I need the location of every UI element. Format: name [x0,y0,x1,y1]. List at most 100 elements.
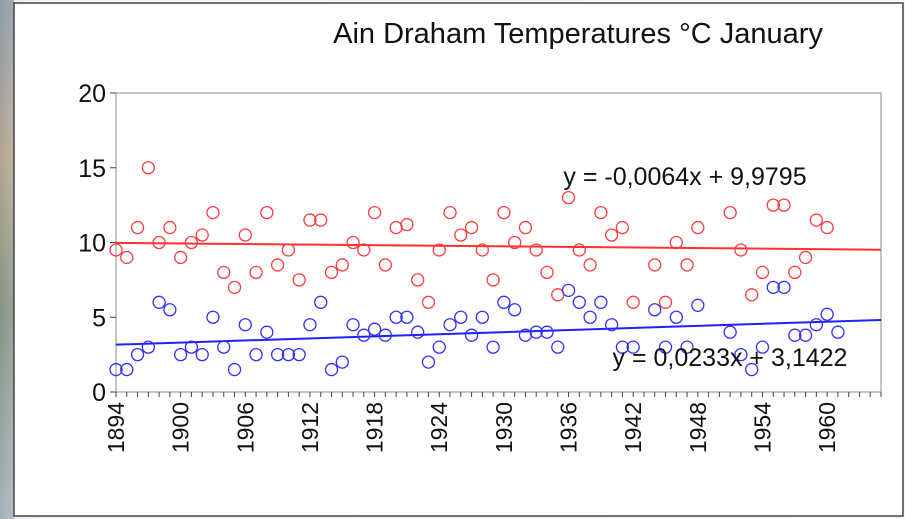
data-point-series-0 [777,198,791,212]
data-point-series-0 [572,243,586,257]
data-point-series-0 [141,161,155,175]
data-point-series-1 [432,340,446,354]
data-point-series-0 [583,258,597,272]
data-point-series-1 [777,280,791,295]
x-tick-label: 1954 [749,402,775,453]
data-point-series-0 [217,265,231,280]
y-tick-label: 15 [78,155,106,183]
data-point-series-1 [367,322,382,336]
data-point-series-1 [648,303,662,317]
x-tick-label: 1894 [103,402,129,453]
data-point-series-1 [217,340,231,354]
x-tick-label: 1912 [297,402,323,453]
x-tick-label: 1936 [556,402,582,453]
data-point-series-1 [508,303,522,317]
data-point-series-1 [798,328,813,342]
data-point-series-0 [292,273,306,287]
data-point-series-0 [691,220,705,235]
data-point-series-1 [314,295,328,309]
data-point-series-1 [389,310,403,324]
data-point-series-1 [583,310,597,324]
x-tick-label: 1948 [685,402,711,453]
data-point-series-0 [626,295,640,309]
data-point-series-0 [475,243,489,257]
data-point-series-0 [486,273,500,287]
y-axis: 0 5 10 15 20 [78,80,116,407]
trendline-0 [115,241,882,251]
data-point-series-0 [540,265,554,280]
data-point-series-1 [324,362,339,377]
data-point-series-1 [669,310,683,324]
data-point-series-0 [464,220,479,235]
data-point-series-1 [809,318,824,332]
data-point-series-0 [788,265,802,280]
data-point-series-1 [292,347,306,362]
data-point-series-1 [163,303,177,317]
data-point-series-0 [400,217,414,232]
data-point-series-1 [755,340,770,354]
data-point-series-1 [206,310,220,324]
data-point-series-1 [411,325,425,339]
data-point-series-0 [378,258,393,272]
trendline-1 [115,318,882,346]
data-point-series-0 [281,243,296,257]
data-point-series-0 [669,235,683,250]
data-point-series-1 [421,355,436,369]
data-point-series-1 [270,347,285,362]
data-point-series-0 [745,288,759,302]
data-point-series-1 [195,347,209,362]
data-point-series-0 [270,258,285,272]
data-point-series-0 [723,205,737,220]
data-point-series-0 [184,235,199,250]
data-point-series-0 [809,213,824,227]
x-tick-label: 1906 [232,402,258,453]
data-point-series-0 [227,280,242,295]
data-point-series-1 [475,310,489,324]
data-point-series-0 [529,243,543,257]
data-point-series-0 [120,250,134,265]
data-point-series-1 [238,318,252,332]
data-point-series-1 [130,347,145,362]
background-photo-strip [0,0,14,519]
data-point-series-1 [281,347,296,362]
data-point-series-1 [227,362,242,377]
data-point-series-0 [130,220,145,235]
data-point-series-0 [766,198,780,212]
data-point-series-1 [454,310,468,324]
data-point-series-0 [195,228,209,242]
data-point-series-1 [497,295,511,309]
data-point-series-1 [357,328,371,342]
y-tick-label: 20 [78,80,106,108]
data-point-series-1 [831,325,845,339]
data-point-series-0 [324,265,339,280]
data-point-series-1 [540,325,554,339]
data-point-series-1 [141,340,155,354]
data-point-series-1 [604,318,619,332]
data-point-series-0 [454,228,468,242]
data-point-series-0 [260,205,274,220]
data-point-series-0 [206,205,220,220]
y-tick-label: 10 [78,230,106,258]
data-point-series-1 [551,340,565,354]
data-point-series-0 [314,213,328,227]
data-point-series-1 [658,340,673,354]
data-point-series-1 [572,295,586,309]
data-point-series-0 [734,243,748,257]
data-point-series-0 [508,235,522,250]
data-point-series-0 [497,205,511,220]
data-point-series-1 [120,362,134,377]
data-point-series-1 [109,362,123,377]
data-point-series-1 [173,347,188,362]
data-point-series-1 [400,310,414,324]
data-point-series-0 [680,258,694,272]
data-point-series-1 [820,307,834,321]
data-point-series-1 [443,318,457,332]
data-point-series-0 [163,220,177,235]
data-point-series-1 [486,340,500,354]
data-point-series-0 [357,243,371,257]
data-point-series-1 [529,325,543,339]
data-point-series-1 [378,328,393,342]
x-tick-label: 1924 [426,402,452,453]
data-point-series-0 [648,258,662,272]
